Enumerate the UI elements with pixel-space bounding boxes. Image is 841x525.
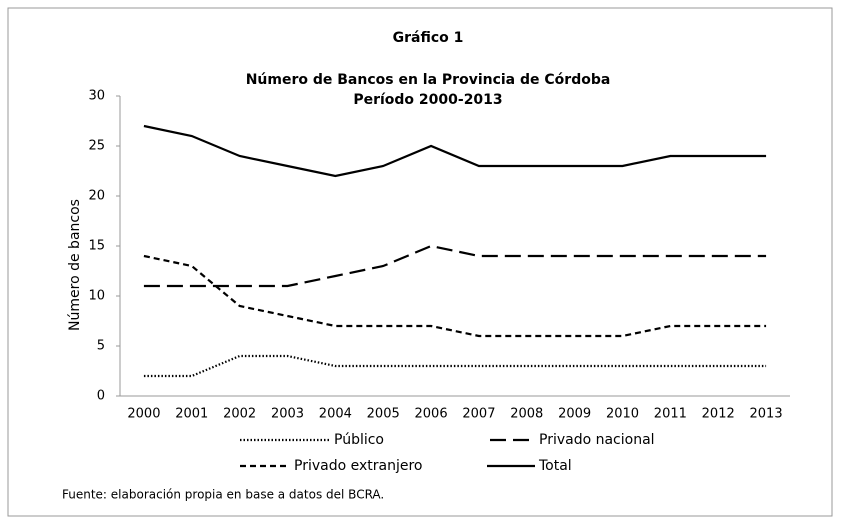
x-tick-label: 2011: [654, 407, 687, 422]
y-tick-label: 0: [97, 389, 105, 404]
y-tick-label: 25: [88, 139, 105, 154]
x-tick-label: 2010: [606, 407, 639, 422]
chart-label: Gráfico 1: [393, 30, 464, 46]
line-series: [143, 354, 767, 378]
line-series: [143, 124, 767, 178]
y-tick-label: 15: [88, 239, 105, 254]
x-tick-label: 2006: [415, 407, 448, 422]
legend-label: Total: [538, 458, 572, 474]
x-tick-label: 2003: [271, 407, 304, 422]
y-tick-label: 5: [97, 339, 105, 354]
line-series: [143, 244, 767, 288]
x-tick-label: 2012: [702, 407, 735, 422]
x-tick-label: 2001: [175, 407, 208, 422]
legend-label: Público: [334, 432, 384, 448]
chart-title: Número de Bancos en la Provincia de Córd…: [246, 72, 611, 88]
x-tick-label: 2008: [510, 407, 543, 422]
legend-label: Privado nacional: [539, 432, 655, 448]
x-tick-label: 2004: [319, 407, 352, 422]
frame: [7, 7, 833, 517]
x-tick-label: 2007: [462, 407, 495, 422]
y-axis-label: Número de bancos: [67, 199, 83, 331]
x-tick-label: 2013: [750, 407, 783, 422]
x-tick-label: 2002: [223, 407, 256, 422]
x-tick-label: 2000: [127, 407, 160, 422]
y-tick-label: 10: [88, 289, 105, 304]
x-tick-label: 2005: [367, 407, 400, 422]
x-tick-label: 2009: [558, 407, 591, 422]
y-tick-label: 20: [88, 189, 105, 204]
chart-subtitle: Período 2000-2013: [353, 92, 502, 108]
y-tick-label: 30: [88, 89, 105, 104]
source: Fuente: elaboración propia en base a dat…: [62, 488, 384, 502]
legend-label: Privado extranjero: [294, 458, 422, 474]
line-series: [143, 254, 767, 338]
